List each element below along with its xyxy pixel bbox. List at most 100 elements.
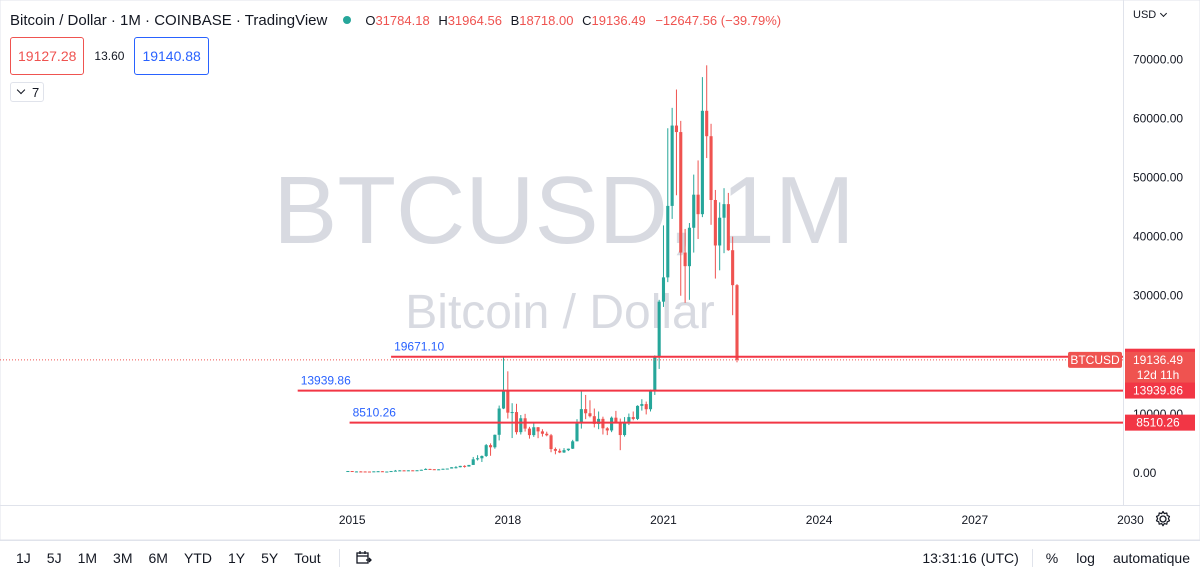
candle[interactable] (549, 433, 553, 453)
candle[interactable] (666, 128, 670, 283)
candle[interactable] (424, 468, 428, 470)
buy-button[interactable]: 19140.88 (134, 37, 209, 75)
candle[interactable] (588, 400, 592, 418)
candle[interactable] (562, 448, 566, 453)
range-3m[interactable]: 3M (113, 549, 133, 566)
candle[interactable] (700, 77, 704, 218)
candle[interactable] (380, 471, 384, 473)
currency-selector[interactable]: USD (1133, 9, 1168, 21)
range-5d[interactable]: 5J (46, 549, 62, 566)
candle[interactable] (419, 469, 423, 471)
candle[interactable] (372, 471, 376, 473)
candle[interactable] (683, 228, 687, 303)
candle[interactable] (367, 471, 371, 473)
range-6m[interactable]: 6M (148, 549, 168, 566)
candle[interactable] (359, 471, 363, 473)
candle[interactable] (363, 471, 367, 473)
candle[interactable] (631, 411, 635, 421)
candle[interactable] (432, 469, 436, 471)
candle[interactable] (692, 174, 696, 253)
range-all[interactable]: Tout (294, 549, 321, 566)
candle[interactable] (592, 408, 596, 428)
candle[interactable] (635, 405, 640, 421)
candle[interactable] (527, 426, 532, 439)
candle[interactable] (618, 418, 622, 451)
candle[interactable] (488, 443, 493, 456)
candle[interactable] (553, 447, 557, 455)
candle[interactable] (679, 120, 683, 296)
candle[interactable] (501, 356, 506, 410)
candle[interactable] (705, 65, 709, 159)
candle[interactable] (644, 401, 648, 415)
candle[interactable] (458, 465, 462, 468)
candle[interactable] (614, 410, 618, 423)
candle[interactable] (623, 417, 627, 437)
utc-clock[interactable]: 13:31:16 (UTC) (922, 550, 1019, 566)
candle[interactable] (428, 468, 432, 470)
range-ytd[interactable]: YTD (183, 549, 212, 566)
candle[interactable] (661, 225, 666, 307)
candle[interactable] (385, 471, 389, 473)
candle[interactable] (718, 202, 722, 271)
candle[interactable] (713, 189, 717, 279)
candle[interactable] (389, 470, 393, 473)
candle[interactable] (514, 403, 519, 435)
date-range-icon[interactable] (355, 549, 373, 567)
candle[interactable] (536, 427, 540, 439)
candle[interactable] (735, 284, 739, 363)
log-scale-toggle[interactable]: log (1076, 550, 1095, 566)
horizontal-ray[interactable]: 13939.86 (297, 374, 1123, 392)
auto-scale-toggle[interactable]: automatique (1112, 550, 1190, 566)
candle[interactable] (376, 471, 380, 473)
candle[interactable] (510, 403, 514, 439)
candle[interactable] (450, 467, 454, 469)
candle[interactable] (640, 399, 644, 411)
indicators-toggle[interactable]: 7 (10, 82, 45, 102)
candle[interactable] (350, 471, 354, 473)
candle[interactable] (610, 416, 614, 433)
candle[interactable] (670, 107, 674, 219)
sell-button[interactable]: 19127.28 (10, 37, 85, 75)
candle[interactable] (584, 394, 588, 420)
candle[interactable] (696, 160, 700, 239)
candle[interactable] (566, 448, 570, 452)
chart-canvas[interactable]: BTCUSD, 1M Bitcoin / Dollar 70000.00 6000… (0, 0, 1200, 540)
candle[interactable] (471, 456, 475, 465)
candle[interactable] (519, 415, 523, 435)
candle[interactable] (445, 468, 449, 470)
candle[interactable] (406, 470, 410, 472)
candle[interactable] (545, 431, 549, 437)
candle[interactable] (726, 192, 730, 251)
candle[interactable] (605, 427, 609, 436)
candle[interactable] (393, 469, 397, 472)
candle[interactable] (437, 469, 441, 471)
candle[interactable] (402, 470, 406, 472)
market-status-icon[interactable] (343, 16, 352, 24)
chart-area[interactable]: BTCUSD, 1M Bitcoin / Dollar 70000.00 6000… (0, 0, 1200, 540)
candle[interactable] (709, 123, 713, 225)
candle[interactable] (731, 236, 735, 316)
candle[interactable] (653, 355, 657, 395)
candle[interactable] (463, 465, 467, 468)
candle[interactable] (601, 416, 605, 435)
candle[interactable] (441, 468, 445, 470)
candle[interactable] (558, 448, 562, 454)
horizontal-ray[interactable]: 8510.26 (349, 406, 1123, 424)
candle[interactable] (354, 471, 359, 473)
candles[interactable] (346, 65, 739, 473)
candle[interactable] (484, 443, 488, 457)
range-1d[interactable]: 1J (16, 549, 31, 566)
candle[interactable] (476, 455, 480, 461)
candle[interactable] (571, 439, 575, 449)
symbol-title[interactable]: Bitcoin / Dollar · 1M · COINBASE · Tradi… (10, 11, 328, 29)
candle[interactable] (540, 429, 544, 437)
range-5y[interactable]: 5Y (261, 549, 279, 566)
candle[interactable] (415, 470, 419, 472)
candle[interactable] (346, 470, 350, 473)
candle[interactable] (657, 299, 661, 369)
percent-scale-toggle[interactable]: % (1045, 550, 1059, 566)
candle[interactable] (648, 389, 653, 412)
gear-icon[interactable] (1153, 509, 1173, 529)
candle[interactable] (411, 470, 415, 472)
candle[interactable] (480, 455, 484, 462)
